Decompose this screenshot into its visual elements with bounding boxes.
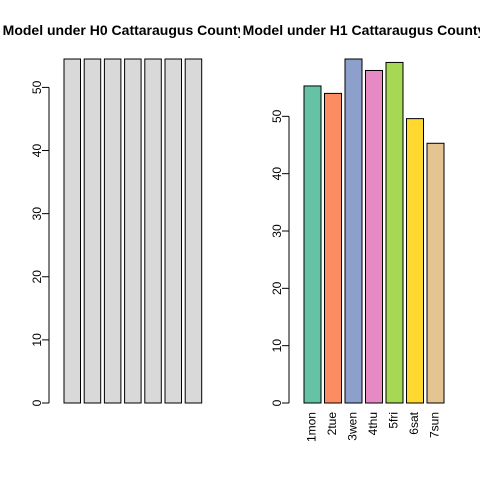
right-bar-6sat bbox=[406, 118, 424, 404]
left-chart-panel: Model under H0 Cattaraugus County 0 10 20 3… bbox=[3, 22, 246, 406]
right-y-tick-label: 30 bbox=[270, 224, 284, 238]
category-label-7sun: 7sun bbox=[428, 412, 442, 438]
left-y-tick-label: 20 bbox=[30, 270, 44, 284]
category-label-6sat: 6sat bbox=[407, 411, 421, 434]
right-y-tick-label: 0 bbox=[270, 399, 284, 406]
left-chart-title: Model under H0 Cattaraugus County bbox=[3, 22, 246, 38]
right-bar-4thu bbox=[365, 69, 383, 404]
left-y-tick-label: 10 bbox=[30, 333, 44, 347]
right-bar-1mon bbox=[303, 85, 322, 404]
left-y-tick-label: 40 bbox=[30, 144, 44, 158]
right-bar-2tue bbox=[324, 92, 342, 404]
right-y-tick-label: 40 bbox=[270, 167, 284, 181]
right-bar-7sun bbox=[426, 142, 445, 404]
left-bar-7sun bbox=[184, 58, 203, 404]
left-y-axis: 0 10 20 30 40 50 bbox=[30, 80, 50, 406]
left-y-tick-label: 50 bbox=[30, 80, 44, 94]
left-bar-4thu bbox=[124, 58, 142, 404]
left-bar-6sat bbox=[164, 58, 182, 404]
right-category-labels: 1mon 2tue 3wen 4thu 5fri 6sat 7sun bbox=[305, 411, 442, 442]
left-bar-1mon bbox=[63, 58, 81, 404]
left-bar-3wen bbox=[103, 58, 122, 404]
right-chart-title: Model under H1 Cattaraugus County bbox=[243, 22, 480, 38]
right-chart-panel: Model under H1 Cattaraugus County 0 10 20 3… bbox=[243, 22, 480, 442]
category-label-5fri: 5fri bbox=[387, 412, 401, 429]
right-y-tick-label: 10 bbox=[270, 339, 284, 353]
category-label-1mon: 1mon bbox=[305, 412, 319, 442]
right-y-tick-label: 20 bbox=[270, 281, 284, 295]
left-bars bbox=[63, 58, 203, 404]
left-bar-2tue bbox=[83, 58, 102, 404]
category-label-3wen: 3wen bbox=[346, 412, 360, 441]
left-bar-5fri bbox=[144, 58, 162, 404]
left-y-tick-label: 30 bbox=[30, 207, 44, 221]
right-y-axis: 0 10 20 30 40 50 bbox=[270, 109, 290, 406]
right-bar-3wen bbox=[344, 58, 363, 404]
category-label-2tue: 2tue bbox=[325, 412, 339, 436]
right-bars bbox=[303, 58, 445, 404]
category-label-4thu: 4thu bbox=[366, 412, 380, 435]
left-y-tick-label: 0 bbox=[30, 399, 44, 406]
right-y-tick-label: 50 bbox=[270, 109, 284, 123]
right-bar-5fri bbox=[385, 61, 404, 404]
